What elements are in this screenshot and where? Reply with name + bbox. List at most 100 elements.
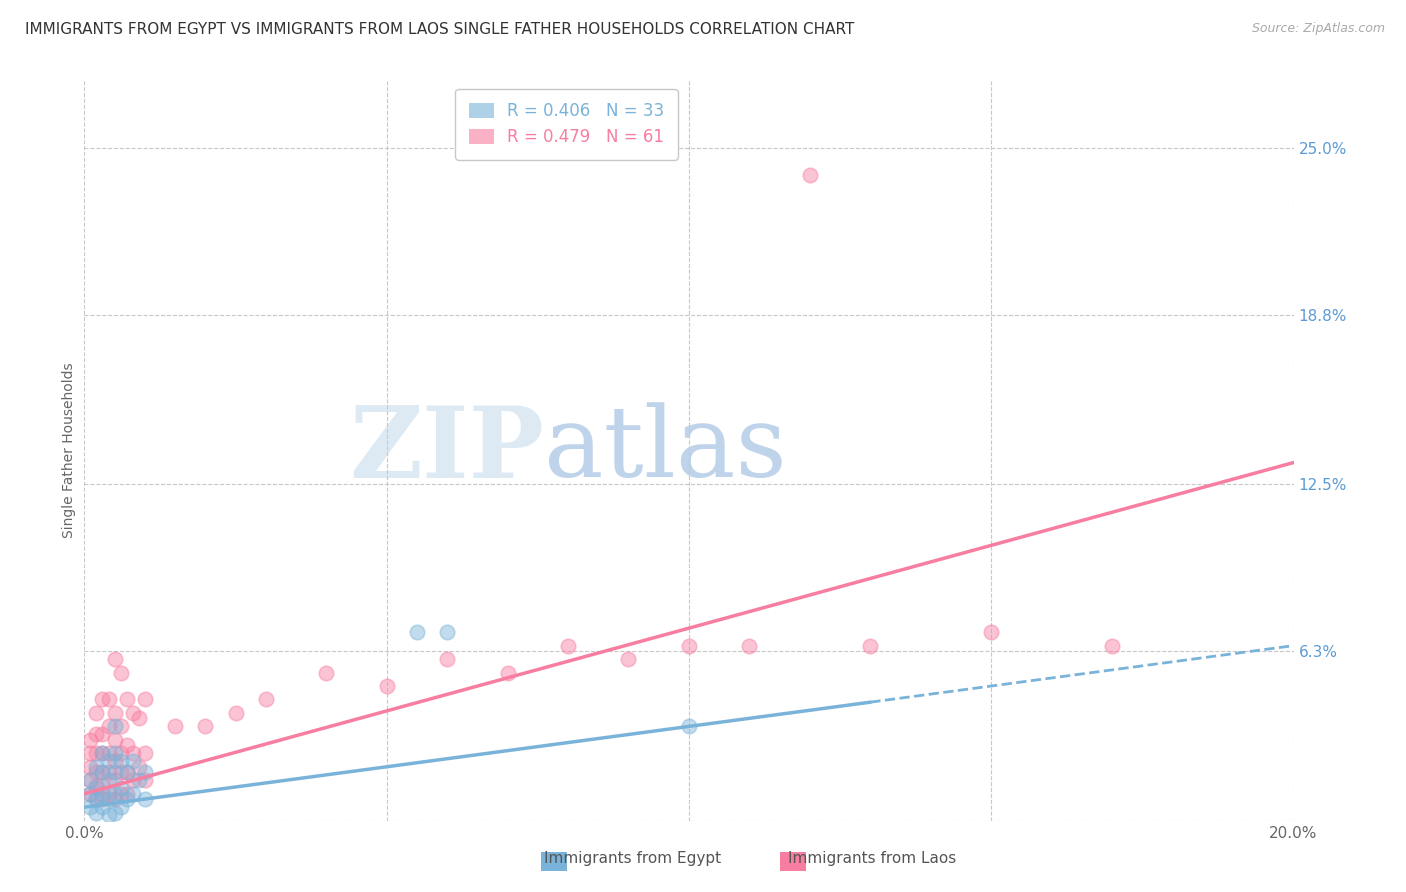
Point bbox=[115, 765, 138, 780]
Point bbox=[115, 738, 138, 752]
Point bbox=[436, 625, 458, 640]
Point bbox=[91, 747, 114, 761]
Point bbox=[110, 747, 132, 761]
Point bbox=[115, 787, 138, 801]
Point bbox=[86, 706, 108, 720]
Point bbox=[86, 781, 108, 796]
Point bbox=[86, 760, 108, 774]
Point bbox=[104, 652, 127, 666]
Point bbox=[799, 168, 821, 182]
Point bbox=[254, 692, 277, 706]
Point bbox=[104, 706, 127, 720]
Point bbox=[194, 719, 217, 733]
Point bbox=[134, 773, 156, 788]
Point bbox=[115, 765, 138, 780]
Y-axis label: Single Father Households: Single Father Households bbox=[62, 363, 76, 538]
Point bbox=[678, 639, 700, 653]
Point bbox=[121, 787, 143, 801]
Text: Immigrants from Egypt: Immigrants from Egypt bbox=[544, 851, 721, 865]
Point bbox=[91, 787, 114, 801]
Point bbox=[110, 787, 132, 801]
Point bbox=[86, 792, 108, 806]
Point bbox=[86, 765, 108, 780]
Point bbox=[86, 779, 108, 793]
Point bbox=[91, 747, 114, 761]
Point bbox=[91, 792, 114, 806]
Point bbox=[79, 732, 101, 747]
Point bbox=[496, 665, 519, 680]
Point bbox=[104, 787, 127, 801]
Point bbox=[225, 706, 247, 720]
Point bbox=[617, 652, 640, 666]
Text: atlas: atlas bbox=[544, 402, 786, 499]
Point bbox=[859, 639, 882, 653]
Point bbox=[91, 779, 114, 793]
Point bbox=[110, 719, 132, 733]
Point bbox=[79, 747, 101, 761]
Point bbox=[315, 665, 337, 680]
Point bbox=[79, 787, 101, 801]
Point bbox=[406, 625, 429, 640]
Point bbox=[79, 800, 101, 814]
Point bbox=[128, 773, 150, 788]
Point bbox=[97, 755, 120, 769]
Point bbox=[86, 727, 108, 741]
Point bbox=[134, 692, 156, 706]
Point bbox=[91, 765, 114, 780]
Point bbox=[104, 747, 127, 761]
Point bbox=[79, 760, 101, 774]
Point bbox=[91, 765, 114, 780]
Point bbox=[104, 792, 127, 806]
Point bbox=[110, 755, 132, 769]
Text: ZIP: ZIP bbox=[349, 402, 544, 499]
Point bbox=[104, 719, 127, 733]
Point bbox=[128, 760, 150, 774]
Point bbox=[128, 711, 150, 725]
Point bbox=[104, 773, 127, 788]
Point bbox=[86, 805, 108, 820]
Point bbox=[557, 639, 579, 653]
Point bbox=[104, 805, 127, 820]
Point bbox=[86, 792, 108, 806]
Point bbox=[104, 755, 127, 769]
Point bbox=[79, 787, 101, 801]
Point bbox=[115, 692, 138, 706]
Point bbox=[97, 765, 120, 780]
Point bbox=[165, 719, 187, 733]
Point bbox=[97, 792, 120, 806]
Point bbox=[678, 719, 700, 733]
Point bbox=[738, 639, 761, 653]
Point bbox=[375, 679, 398, 693]
Point bbox=[97, 719, 120, 733]
Text: Source: ZipAtlas.com: Source: ZipAtlas.com bbox=[1251, 22, 1385, 36]
Point bbox=[110, 800, 132, 814]
Legend: R = 0.406   N = 33, R = 0.479   N = 61: R = 0.406 N = 33, R = 0.479 N = 61 bbox=[456, 88, 678, 160]
Point bbox=[121, 706, 143, 720]
Point bbox=[104, 732, 127, 747]
Point bbox=[91, 800, 114, 814]
Point bbox=[97, 808, 120, 822]
Point bbox=[97, 787, 120, 801]
Point bbox=[104, 765, 127, 780]
Point bbox=[980, 625, 1002, 640]
Point bbox=[134, 792, 156, 806]
Point bbox=[436, 652, 458, 666]
Point bbox=[110, 781, 132, 796]
Point bbox=[110, 765, 132, 780]
Point bbox=[97, 773, 120, 788]
Text: IMMIGRANTS FROM EGYPT VS IMMIGRANTS FROM LAOS SINGLE FATHER HOUSEHOLDS CORRELATI: IMMIGRANTS FROM EGYPT VS IMMIGRANTS FROM… bbox=[25, 22, 855, 37]
Point bbox=[110, 665, 132, 680]
Point bbox=[79, 773, 101, 788]
Point bbox=[86, 747, 108, 761]
Point bbox=[115, 792, 138, 806]
Point bbox=[121, 747, 143, 761]
Point bbox=[79, 773, 101, 788]
Point bbox=[91, 727, 114, 741]
Point bbox=[121, 773, 143, 788]
Point bbox=[121, 755, 143, 769]
Point bbox=[91, 692, 114, 706]
Point bbox=[97, 747, 120, 761]
Point bbox=[134, 747, 156, 761]
Point bbox=[97, 692, 120, 706]
Point bbox=[134, 765, 156, 780]
